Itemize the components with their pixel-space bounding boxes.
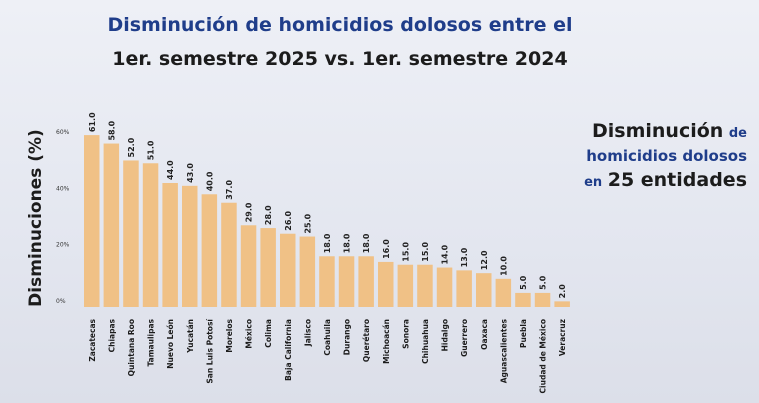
side-note-line2: homicidios dolosos bbox=[586, 146, 747, 165]
side-note-line1-small: de bbox=[728, 126, 747, 141]
bar bbox=[221, 202, 237, 307]
bar-value-label: 15.0 bbox=[401, 242, 410, 262]
side-note-line3-small: en bbox=[584, 175, 603, 191]
bar bbox=[123, 160, 139, 307]
category-label: Morelos bbox=[225, 318, 234, 352]
category-label: Colima bbox=[264, 319, 273, 348]
bar-value-label: 12.0 bbox=[480, 250, 489, 270]
bar-value-label: 14.0 bbox=[441, 244, 450, 264]
y-tick-label: 20% bbox=[56, 242, 70, 249]
bar bbox=[417, 264, 433, 307]
side-note-line1-big: Disminución bbox=[591, 120, 724, 142]
bar bbox=[103, 143, 120, 307]
category-label: San Luis Potosí bbox=[205, 319, 214, 384]
bar-value-label: 58.0 bbox=[107, 120, 116, 140]
bar-value-label: 28.0 bbox=[264, 205, 273, 225]
bar-value-label: 44.0 bbox=[166, 160, 175, 180]
category-labels-group: Zacatecas Chiapas Quintana Roo Tamaulipas Nu… bbox=[88, 318, 567, 393]
bar bbox=[397, 264, 414, 307]
bar bbox=[299, 236, 316, 307]
category-label: Durango bbox=[343, 319, 352, 355]
y-tick-label: 60% bbox=[56, 129, 70, 136]
bar bbox=[358, 256, 374, 307]
bar-value-label: 18.0 bbox=[323, 233, 332, 253]
bar-value-label: 18.0 bbox=[343, 233, 352, 253]
category-label: Nuevo León bbox=[166, 319, 175, 369]
y-axis-label: Disminuciones (%) bbox=[26, 129, 46, 307]
bar-value-label: 2.0 bbox=[558, 284, 567, 299]
category-label: Coahuila bbox=[323, 319, 332, 356]
bar-value-label: 29.0 bbox=[245, 202, 254, 222]
bar bbox=[162, 183, 178, 307]
bar-value-label: 13.0 bbox=[460, 247, 469, 267]
category-label: Quintana Roo bbox=[127, 319, 136, 376]
chart-title-line1: Disminución de homicidios dolosos entre … bbox=[107, 14, 573, 36]
bar-value-label: 43.0 bbox=[186, 163, 195, 183]
bar bbox=[436, 267, 453, 307]
bar-value-label: 51.0 bbox=[147, 140, 156, 160]
bar bbox=[534, 292, 551, 307]
bar-value-label: 5.0 bbox=[539, 275, 548, 290]
category-label: Tamaulipas bbox=[147, 318, 156, 366]
category-label: Veracruz bbox=[558, 319, 567, 356]
bar-value-label: 61.0 bbox=[88, 112, 97, 132]
category-label: Puebla bbox=[519, 319, 528, 348]
category-label: México bbox=[245, 319, 254, 349]
bar-value-label: 52.0 bbox=[127, 137, 136, 157]
bar bbox=[515, 292, 531, 307]
bar-value-label: 18.0 bbox=[362, 233, 371, 253]
bar-value-label: 15.0 bbox=[421, 242, 430, 262]
category-label: Hidalgo bbox=[441, 319, 450, 351]
bar-value-label: 40.0 bbox=[205, 171, 214, 191]
bar-value-label: 5.0 bbox=[519, 275, 528, 290]
bar bbox=[338, 256, 355, 307]
bar bbox=[182, 185, 198, 307]
bar bbox=[378, 261, 394, 307]
category-label: Chiapas bbox=[107, 318, 116, 352]
bar bbox=[84, 135, 100, 307]
bar bbox=[319, 256, 335, 307]
y-tick-label: 0% bbox=[56, 298, 66, 305]
bar-value-label: 37.0 bbox=[225, 180, 234, 200]
bar-value-label: 10.0 bbox=[499, 256, 508, 276]
bar bbox=[495, 278, 512, 307]
bar bbox=[201, 194, 218, 307]
category-label: Jalisco bbox=[303, 319, 312, 347]
category-label: Querétaro bbox=[362, 319, 371, 362]
bar bbox=[240, 225, 257, 307]
bar-value-label: 16.0 bbox=[382, 239, 391, 259]
category-label: Guerrero bbox=[460, 319, 469, 357]
category-label: Chihuahua bbox=[421, 319, 430, 364]
bar-value-label: 26.0 bbox=[284, 211, 293, 231]
bar bbox=[260, 228, 276, 307]
bar-value-label: 25.0 bbox=[303, 213, 312, 233]
bars-group bbox=[84, 135, 570, 307]
category-label: Aguascalientes bbox=[499, 318, 508, 383]
category-label: Sonora bbox=[401, 319, 410, 349]
value-labels-group: 61.0 58.0 52.0 51.0 44.0 43.0 40.0 37.0 29.0 28.0… bbox=[88, 112, 567, 298]
category-label: Oaxaca bbox=[480, 319, 489, 350]
y-axis-ticks: 0% 20% 40% 60% bbox=[56, 129, 70, 305]
y-tick-label: 40% bbox=[56, 185, 70, 192]
category-label: Yucatán bbox=[186, 319, 195, 354]
bar bbox=[456, 270, 472, 307]
category-label: Michoacán bbox=[382, 319, 391, 364]
chart-title-line2: 1er. semestre 2025 vs. 1er. semestre 202… bbox=[112, 48, 568, 70]
category-label: Ciudad de México bbox=[539, 319, 548, 393]
bar bbox=[476, 273, 492, 307]
category-label: Zacatecas bbox=[88, 318, 97, 361]
bar bbox=[554, 301, 570, 307]
bar bbox=[280, 233, 296, 307]
side-note-line3-big: 25 entidades bbox=[607, 169, 747, 192]
category-label: Baja California bbox=[284, 319, 293, 381]
bar bbox=[142, 163, 159, 307]
side-note: Disminución de homicidios dolosos en 25 … bbox=[577, 118, 747, 195]
